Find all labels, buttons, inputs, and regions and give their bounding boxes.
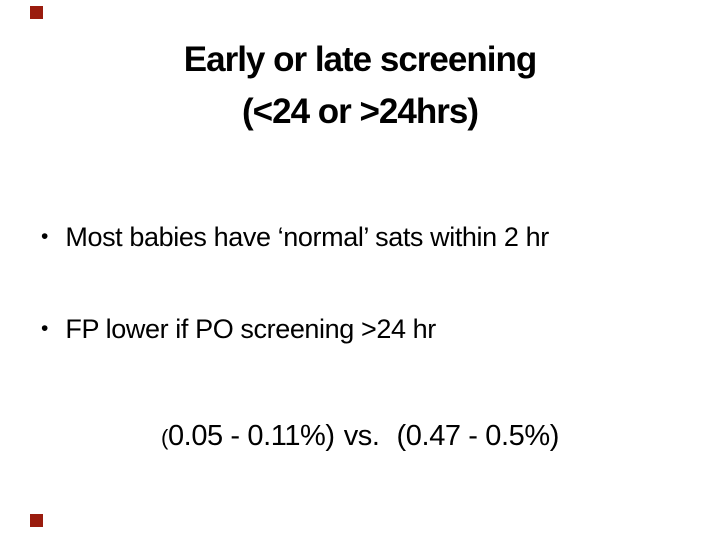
stats-line: (0.05 - 0.11%) vs. (0.47 - 0.5%) bbox=[0, 416, 720, 458]
bullet-text: Most babies have ‘normal’ sats within 2 … bbox=[65, 222, 549, 252]
red-accent-square bbox=[30, 514, 43, 527]
bullet-marker: • bbox=[41, 317, 49, 340]
bullet-text: FP lower if PO screening >24 hr bbox=[65, 314, 436, 344]
slide-title: Early or late screening (<24 or >24hrs) bbox=[0, 34, 720, 138]
stats-range-late: (0.47 - 0.5%) bbox=[396, 420, 560, 452]
slide-title-line2: (<24 or >24hrs) bbox=[242, 92, 479, 131]
bullet-item: • Most babies have ‘normal’ sats within … bbox=[41, 219, 705, 255]
red-accent-square bbox=[30, 6, 43, 19]
bullet-item: • FP lower if PO screening >24 hr bbox=[41, 311, 705, 347]
stats-range-early: 0.05 - 0.11%) bbox=[167, 420, 335, 452]
stats-separator: vs. bbox=[343, 420, 380, 452]
slide-title-line1: Early or late screening bbox=[183, 40, 537, 79]
stats-open-paren: ( bbox=[161, 425, 168, 450]
bullet-marker: • bbox=[41, 225, 49, 248]
